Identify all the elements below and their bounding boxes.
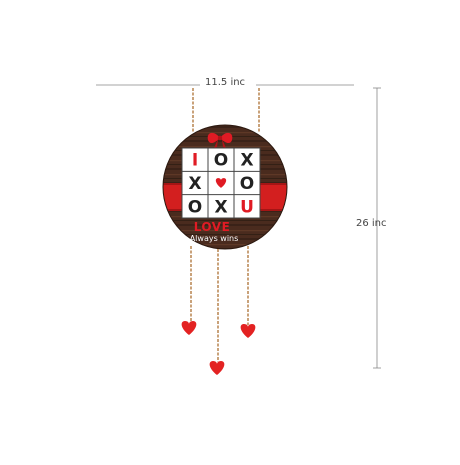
grid-cell-letter: X bbox=[214, 197, 227, 217]
grid-cell-letter: O bbox=[188, 197, 202, 217]
love-title: LOVE bbox=[194, 220, 231, 234]
grid-cell-letter: O bbox=[240, 174, 254, 194]
heart-icon bbox=[215, 178, 227, 188]
grid-cell-letter: I bbox=[192, 151, 198, 171]
width-dimension-label: 11.5 inc bbox=[205, 77, 246, 88]
heart-icon bbox=[240, 324, 256, 338]
grid-cell-letter: O bbox=[214, 151, 228, 171]
height-dimension-label: 26 inc bbox=[356, 218, 387, 229]
grid-cell-letter: X bbox=[240, 151, 253, 171]
heart-icon bbox=[181, 321, 197, 335]
bow-icon bbox=[207, 132, 233, 148]
grid-cell-letter: U bbox=[240, 197, 254, 217]
grid-cell-letter: X bbox=[188, 174, 201, 194]
tic-tac-toe-grid: I O XX OO X U bbox=[181, 147, 261, 219]
love-tagline: Always wins bbox=[190, 234, 239, 243]
heart-icon bbox=[209, 361, 225, 375]
